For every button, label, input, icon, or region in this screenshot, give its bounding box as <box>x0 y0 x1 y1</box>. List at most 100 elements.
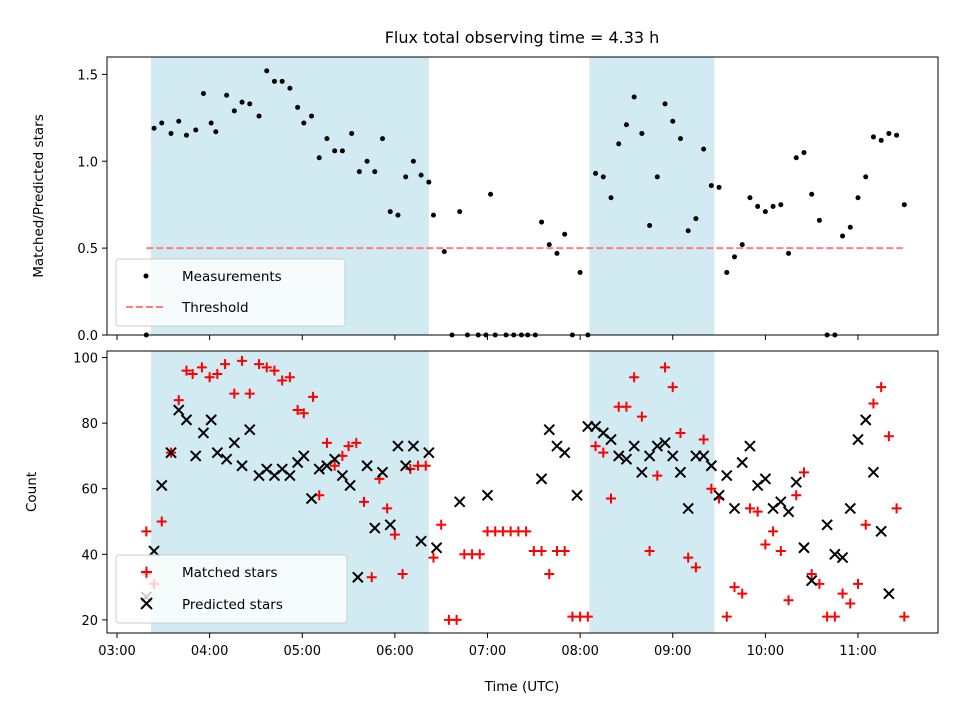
matched-star-point <box>783 595 794 606</box>
measurement-point <box>593 170 599 176</box>
x-tick-label: 05:00 <box>284 644 321 659</box>
predicted-star-point <box>481 489 494 501</box>
measurement-point <box>349 130 355 136</box>
bottom-x-ticks: 03:00 04:00 05:00 06:00 07:00 08:00 09:00 10:00… <box>98 633 877 659</box>
measurement-point <box>708 183 714 189</box>
predicted-star-point <box>173 404 185 416</box>
x-tick-label: 03:00 <box>98 644 135 659</box>
predicted-star-point <box>682 502 694 515</box>
matched-star-point <box>261 362 272 373</box>
matched-star-point <box>544 568 555 579</box>
predicted-star-point <box>674 466 687 479</box>
matched-star-point <box>582 611 593 622</box>
matched-star-point <box>308 391 319 402</box>
measurement-point <box>213 129 219 135</box>
measurement-point <box>747 195 753 201</box>
top-legend: Measurements Threshold <box>115 258 346 327</box>
matched-star-point <box>389 529 400 540</box>
measurement-point <box>816 217 822 223</box>
y-tick-label: 20 <box>81 614 98 629</box>
measurement-point <box>631 94 637 100</box>
matched-star-point <box>359 496 369 507</box>
measurement-point <box>539 219 545 225</box>
predicted-star-point <box>860 414 872 426</box>
matched-star-point <box>196 362 207 373</box>
predicted-star-point <box>790 476 802 488</box>
matched-star-point <box>237 355 248 366</box>
predicted-star-point <box>156 479 168 492</box>
predicted-star-point <box>344 479 356 492</box>
predicted-star-point <box>744 440 756 452</box>
predicted-star-point <box>190 450 202 462</box>
measurement-point <box>647 223 653 229</box>
predicted-star-point <box>305 492 318 505</box>
measurement-point <box>403 174 409 180</box>
measurement-point <box>387 209 393 215</box>
matched-star-point <box>269 365 280 376</box>
matched-star-point <box>729 582 740 593</box>
predicted-star-point <box>829 548 841 561</box>
measurement-point <box>301 120 307 126</box>
measurement-point <box>151 125 157 131</box>
predicted-star-point <box>736 456 748 469</box>
predicted-star-point <box>728 502 741 515</box>
predicted-star-point <box>867 466 880 479</box>
measurement-point <box>701 146 707 152</box>
x-tick-label: 06:00 <box>376 644 413 659</box>
predicted-star-point <box>659 437 671 449</box>
matched-star-point <box>397 568 408 579</box>
matched-star-point <box>474 549 485 560</box>
matched-star-point <box>721 611 732 622</box>
measurement-point <box>677 136 683 142</box>
matched-star-point <box>212 368 223 379</box>
measurement-point <box>577 269 583 275</box>
predicted-star-point <box>875 525 887 538</box>
measurement-point <box>193 127 199 133</box>
measurement-point <box>755 203 761 209</box>
predicted-star-point <box>713 489 725 501</box>
y-tick-label: 1.0 <box>77 155 98 170</box>
top-axes-frame <box>106 56 939 336</box>
measurement-point <box>457 209 463 215</box>
predicted-star-point <box>543 423 555 436</box>
predicted-star-point <box>643 450 656 462</box>
predicted-star-point <box>844 502 856 515</box>
predicted-star-point <box>205 414 217 426</box>
measurement-point <box>562 231 568 237</box>
measurement-point <box>316 155 322 161</box>
predicted-star-point <box>430 542 443 554</box>
matched-star-point <box>559 546 570 557</box>
matched-star-point <box>277 375 288 386</box>
measurement-point <box>441 249 447 255</box>
measurement-point <box>176 118 182 124</box>
measurement-point <box>878 137 884 143</box>
predicted-star-point <box>352 571 364 583</box>
measurement-point <box>395 212 401 218</box>
measurement-point <box>271 78 277 84</box>
predicted-star-point <box>415 535 427 547</box>
legend-measurements-marker <box>143 273 149 279</box>
predicted-star-point <box>721 469 733 482</box>
predicted-star-point <box>605 433 617 446</box>
matched-star-point <box>420 460 431 471</box>
predicted-star-point <box>636 466 648 479</box>
measurement-point <box>418 172 424 178</box>
matched-star-point <box>744 503 755 514</box>
matched-star-point <box>629 372 640 383</box>
matched-star-point <box>690 562 701 573</box>
matched-star-point <box>644 546 655 557</box>
measurement-point <box>801 150 807 156</box>
measurement-point <box>847 224 853 230</box>
measurement-point <box>685 228 691 234</box>
measurement-point <box>200 90 206 96</box>
matched-star-point <box>173 395 184 406</box>
measurement-point <box>786 250 792 256</box>
x-tick-label: 07:00 <box>469 644 506 659</box>
measurement-point <box>309 113 315 119</box>
matched-star-point <box>891 503 902 514</box>
measurement-point <box>870 134 876 140</box>
top-y-ticks: 0.0 0.5 1.0 1.5 <box>77 68 107 344</box>
matched-star-point <box>141 526 152 537</box>
measurement-point <box>894 132 900 138</box>
predicted-star-point <box>883 587 895 600</box>
